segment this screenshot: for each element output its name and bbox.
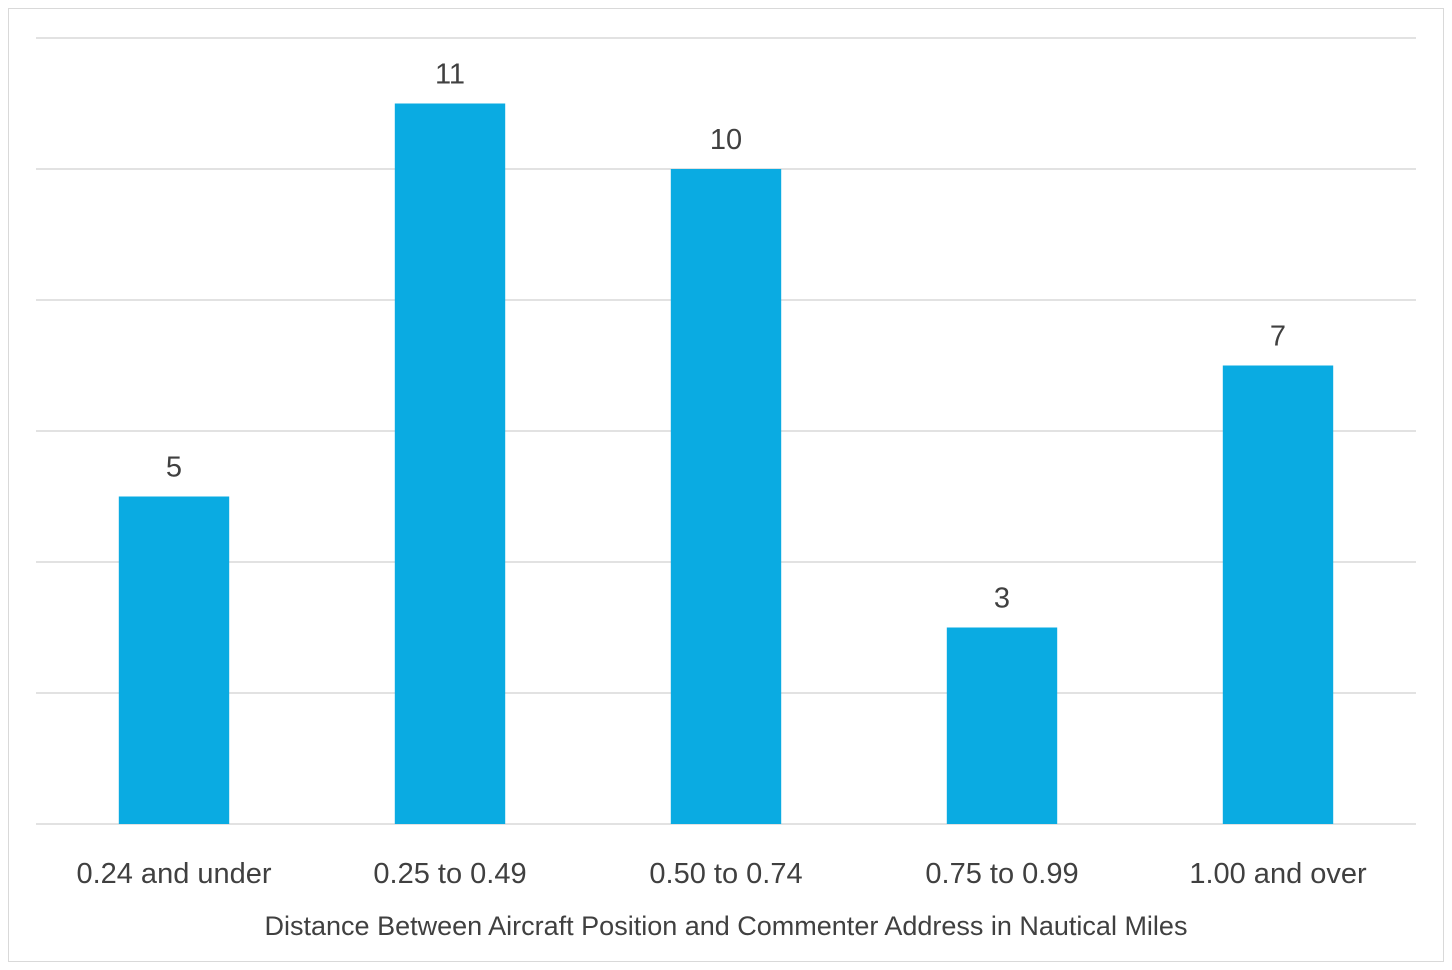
data-label: 10 [710,124,742,156]
data-label: 7 [1270,321,1286,353]
bar [1222,365,1334,824]
x-tick-label: 0.24 and under [76,858,271,890]
x-tick-label: 0.50 to 0.74 [649,858,802,890]
data-label: 5 [166,452,182,484]
data-label: 3 [994,583,1010,615]
bars [118,103,1334,824]
x-tick-label: 1.00 and over [1189,858,1367,890]
data-labels: 5 11 10 3 7 [166,59,1286,615]
x-tick-label: 0.25 to 0.49 [373,858,526,890]
bar [946,627,1058,824]
bar [394,103,506,824]
x-tick-labels: 0.24 and under 0.25 to 0.49 0.50 to 0.74 0.… [76,858,1367,890]
x-tick-label: 0.75 to 0.99 [925,858,1078,890]
x-axis-title: Distance Between Aircraft Position and C… [265,911,1188,941]
data-label: 11 [435,59,465,91]
bar [670,169,782,824]
bar [118,496,230,824]
